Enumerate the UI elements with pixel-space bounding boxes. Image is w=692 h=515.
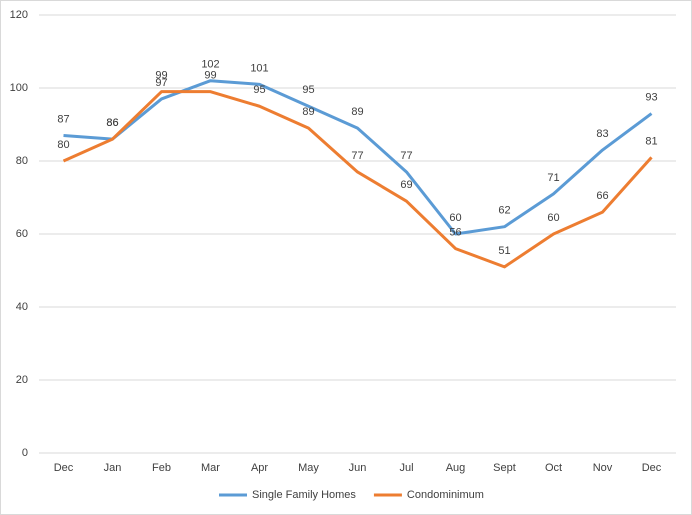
- y-tick-label: 120: [10, 9, 28, 21]
- data-label: 89: [302, 106, 314, 118]
- data-label: 51: [498, 245, 510, 257]
- x-tick-label: May: [298, 462, 319, 474]
- data-label: 77: [400, 150, 412, 162]
- y-tick-label: 0: [22, 447, 28, 459]
- legend-label: Condominimum: [407, 489, 484, 501]
- x-tick-label: Feb: [152, 462, 171, 474]
- x-tick-label: Nov: [593, 462, 613, 474]
- data-label: 97: [155, 77, 167, 89]
- x-tick-label: Jan: [104, 462, 122, 474]
- x-tick-label: Dec: [642, 462, 662, 474]
- data-label: 83: [596, 128, 608, 140]
- data-label: 95: [302, 84, 314, 96]
- data-label: 101: [250, 62, 268, 74]
- data-label: 86: [106, 117, 118, 129]
- data-label: 77: [351, 150, 363, 162]
- data-label: 102: [201, 59, 219, 71]
- series-line: [63, 79, 653, 236]
- data-label: 93: [645, 91, 657, 103]
- data-label: 71: [547, 172, 559, 184]
- x-tick-label: Jul: [399, 462, 413, 474]
- x-tick-label: Oct: [545, 462, 562, 474]
- data-label: 99: [204, 70, 216, 82]
- data-label: 95: [253, 84, 265, 96]
- x-tick-label: Dec: [54, 462, 74, 474]
- data-label: 80: [57, 139, 69, 151]
- y-tick-label: 60: [16, 228, 28, 240]
- y-tick-label: 40: [16, 301, 28, 313]
- data-label: 56: [449, 227, 461, 239]
- legend-label: Single Family Homes: [252, 489, 356, 501]
- data-label: 81: [645, 135, 657, 147]
- x-tick-label: Sept: [493, 462, 516, 474]
- data-label: 66: [596, 190, 608, 202]
- data-label: 60: [449, 212, 461, 224]
- data-label: 86: [106, 117, 118, 129]
- x-tick-label: Aug: [446, 462, 466, 474]
- data-label: 87: [57, 113, 69, 125]
- x-tick-label: Apr: [251, 462, 268, 474]
- x-tick-label: Jun: [349, 462, 367, 474]
- y-tick-label: 20: [16, 374, 28, 386]
- data-label: 62: [498, 205, 510, 217]
- data-label: 60: [547, 212, 559, 224]
- data-label: 89: [351, 106, 363, 118]
- data-label: 69: [400, 179, 412, 191]
- y-tick-label: 100: [10, 82, 28, 94]
- x-tick-label: Mar: [201, 462, 220, 474]
- data-label: 99: [155, 70, 167, 82]
- y-tick-label: 80: [16, 155, 28, 167]
- series-line: [62, 90, 653, 269]
